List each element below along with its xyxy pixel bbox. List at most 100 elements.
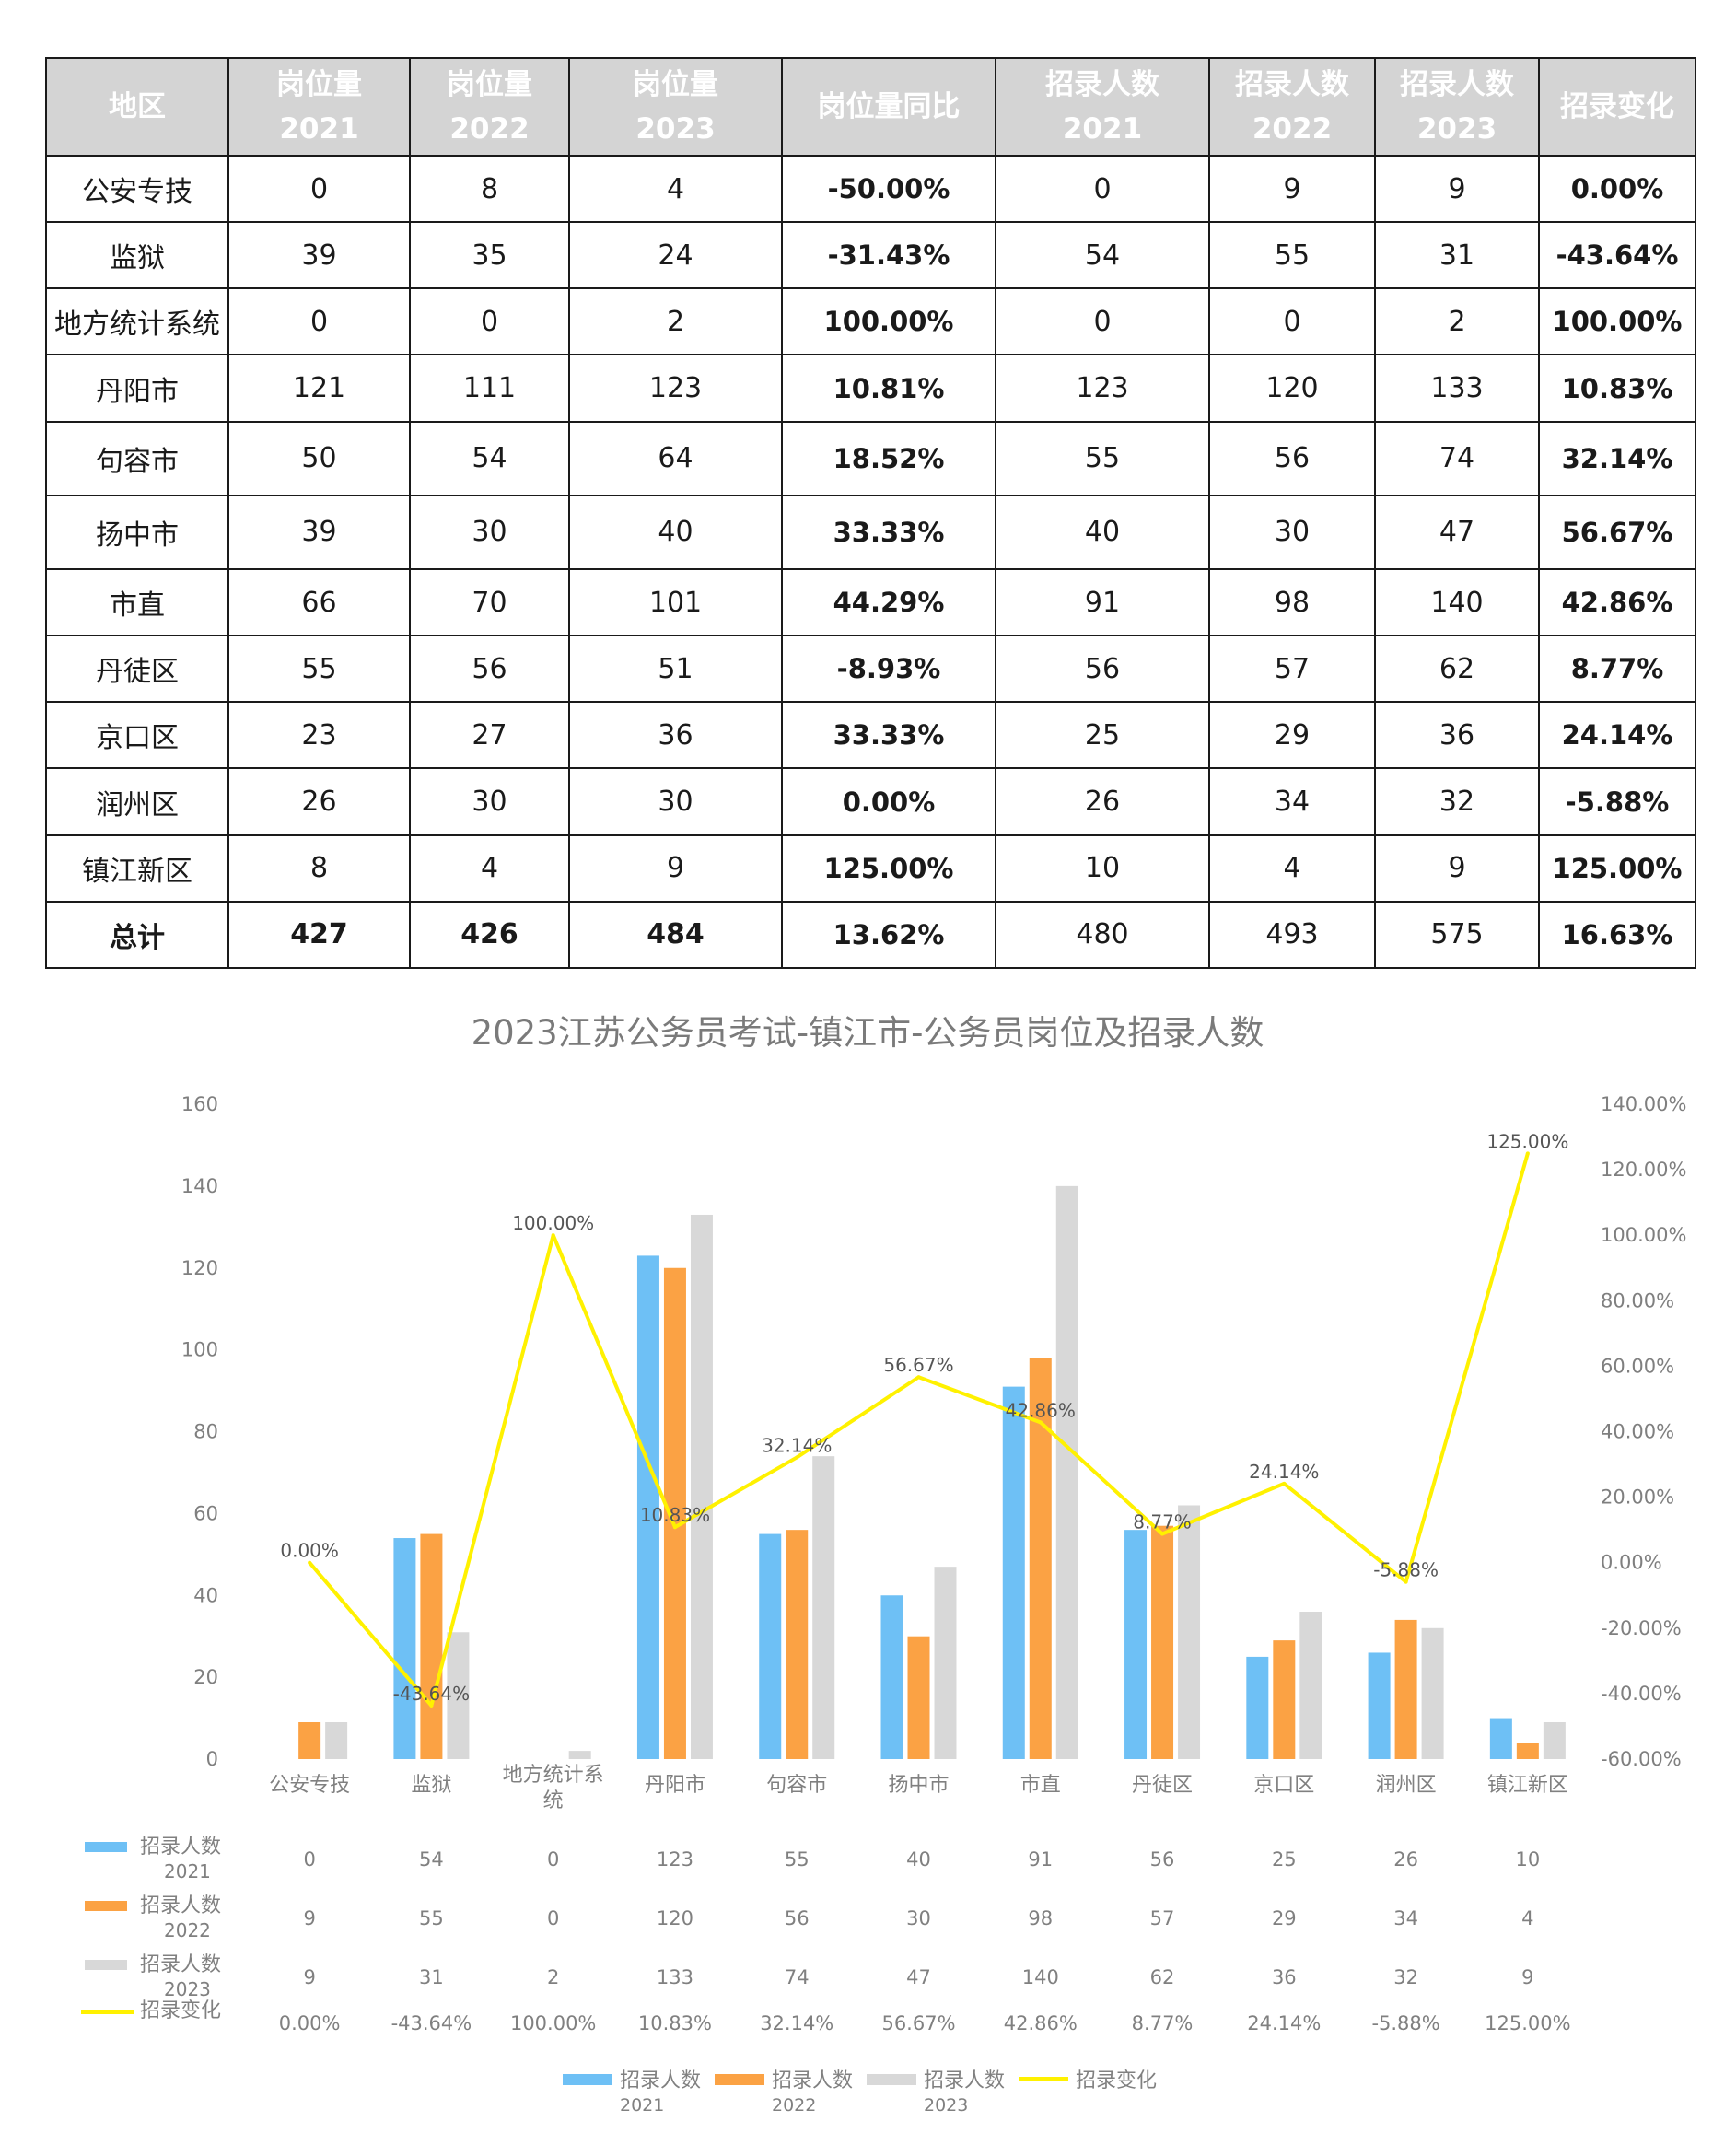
table-header-cell: 招录变化 <box>1538 57 1696 157</box>
value-cell: 121 <box>227 354 411 423</box>
table-series-year: 2021 <box>164 1860 211 1882</box>
category-label: 句容市 <box>766 1774 827 1797</box>
value-cell: 56 <box>1208 420 1376 496</box>
change-data-label: 125.00% <box>1486 1130 1568 1152</box>
bar-2 <box>298 1722 321 1759</box>
legend-swatch-line <box>1019 2077 1068 2081</box>
bar-2 <box>1516 1743 1539 1759</box>
legend: 招录人数 2021 招录人数 2022 招录人数 2023 招录变化 <box>563 2069 1157 2116</box>
header-year: 2023 <box>635 112 716 146</box>
value-cell: 34 <box>1208 767 1376 836</box>
value-cell: 111 <box>409 354 570 423</box>
value-cell: 51 <box>568 635 783 704</box>
value-cell: 29 <box>1208 701 1376 770</box>
change-data-label: 8.77% <box>1133 1511 1192 1533</box>
change-line-layer: 0.00% -43.64% 100.00% 10.83% 32.14% 56.67% 42.… <box>280 1130 1568 1708</box>
table-series-name: 招录人数 <box>140 1836 221 1859</box>
table-series-year: 2023 <box>164 1978 211 2000</box>
change-data-label: 42.86% <box>1006 1399 1076 1421</box>
legend-key-bar <box>85 1901 127 1911</box>
bar-3 <box>568 1751 591 1759</box>
table-value: 24.14% <box>1247 2012 1321 2034</box>
region-cell: 镇江新区 <box>45 833 229 903</box>
change-point <box>1160 1532 1165 1536</box>
bar-1 <box>880 1595 903 1759</box>
table-value: 56 <box>1150 1848 1175 1871</box>
category-label: 镇江新区 <box>1487 1774 1568 1797</box>
header-label: 岗位量 <box>276 68 362 101</box>
table-series-name: 招录人数 <box>140 1894 221 1917</box>
table-value: 36 <box>1272 1966 1297 1988</box>
table-value: 0 <box>303 1848 315 1871</box>
value-cell: -50.00% <box>781 154 996 224</box>
value-cell: 13.62% <box>781 900 996 970</box>
table-series-year: 2022 <box>164 1919 211 1941</box>
table-value: 30 <box>906 1907 931 1929</box>
value-cell: -43.64% <box>1538 221 1696 290</box>
table-value: 9 <box>303 1966 315 1988</box>
bar-1 <box>1368 1652 1391 1759</box>
value-cell: 0 <box>227 154 411 224</box>
table-value: 9 <box>1521 1966 1533 1988</box>
legend-label: 招录人数 <box>924 2069 1005 2092</box>
y-right-tick-label: -60.00% <box>1601 1748 1682 1770</box>
region-cell: 润州区 <box>45 767 229 836</box>
legend-key-bar <box>85 1960 127 1970</box>
value-cell: 484 <box>568 900 783 970</box>
table-value: 0.00% <box>279 2012 341 2034</box>
region-cell: 市直 <box>45 567 229 637</box>
bars <box>298 1185 1566 1759</box>
value-cell: 575 <box>1374 900 1540 970</box>
value-cell: -5.88% <box>1538 767 1696 836</box>
change-line <box>308 1152 1530 1708</box>
value-cell: 0 <box>995 287 1210 356</box>
value-cell: 56 <box>409 635 570 704</box>
value-cell: 101 <box>568 567 783 637</box>
category-label: 市直 <box>1020 1774 1061 1797</box>
header-year: 2021 <box>1062 112 1143 146</box>
bar-3 <box>1055 1185 1078 1759</box>
value-cell: 32.14% <box>1538 420 1696 496</box>
change-data-label: -5.88% <box>1373 1559 1439 1581</box>
table-row: 句容市 50 54 64 18.52% 55 56 74 32.14% <box>45 420 1696 496</box>
chart: 2023江苏公务员考试-镇江市-公务员岗位及招录人数 0204060801001… <box>81 1013 1686 2116</box>
value-cell: 91 <box>995 567 1210 637</box>
header-label: 招录人数 <box>1235 68 1349 101</box>
value-cell: 62 <box>1374 635 1540 704</box>
value-cell: 9 <box>568 833 783 903</box>
table-value: 34 <box>1393 1907 1418 1929</box>
bar-3 <box>1299 1612 1322 1759</box>
value-cell: 2 <box>1374 287 1540 356</box>
region-cell: 监狱 <box>45 221 229 290</box>
table-value: 47 <box>906 1966 931 1988</box>
value-cell: 0.00% <box>781 767 996 836</box>
bar-3 <box>1543 1722 1566 1759</box>
table-value: 26 <box>1393 1848 1418 1871</box>
change-point <box>1404 1579 1408 1584</box>
bar-2 <box>1151 1525 1174 1759</box>
value-cell: 30 <box>1208 494 1376 570</box>
value-cell: 30 <box>409 494 570 570</box>
value-cell: 26 <box>227 767 411 836</box>
value-cell: 18.52% <box>781 420 996 496</box>
table-value: 0 <box>547 1848 559 1871</box>
value-cell: 0.00% <box>1538 154 1696 224</box>
table-row: 扬中市 39 30 40 33.33% 40 30 47 56.67% <box>45 494 1696 570</box>
header-label: 招录人数 <box>1400 68 1514 101</box>
table-value: 123 <box>657 1848 693 1871</box>
value-cell: 493 <box>1208 900 1376 970</box>
table-header-row: 地区 岗位量 2021 岗位量 2022 岗位量 2023 岗位量同比 招录人数 2021 招录人数… <box>45 57 1696 157</box>
change-point <box>672 1525 677 1530</box>
table-row: 市直 66 70 101 44.29% 91 98 140 42.86% <box>45 567 1696 637</box>
table-header-cell: 岗位量 2022 <box>409 57 570 157</box>
value-cell: 26 <box>995 767 1210 836</box>
table-value: 54 <box>419 1848 444 1871</box>
y-right-tick-label: 100.00% <box>1601 1224 1686 1246</box>
y-right-axis: -60.00% -40.00% -20.00% 0.00% 20.00% 40.00% 60… <box>1601 1093 1686 1770</box>
value-cell: 24.14% <box>1538 701 1696 770</box>
value-cell: 55 <box>995 420 1210 496</box>
y-right-tick-label: -40.00% <box>1601 1683 1682 1705</box>
value-cell: 0 <box>409 287 570 356</box>
table-value: 74 <box>785 1966 810 1988</box>
value-cell: 70 <box>409 567 570 637</box>
